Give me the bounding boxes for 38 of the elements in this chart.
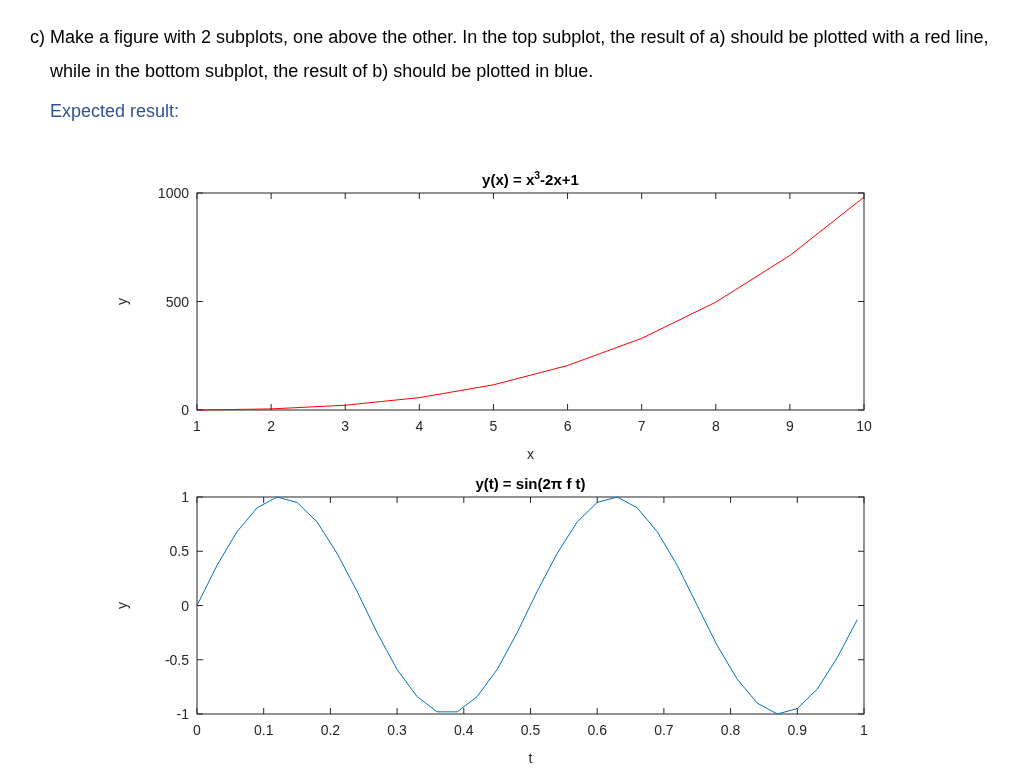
x-tick-label: 5 (489, 418, 498, 434)
y-tick-label: -0.5 (164, 651, 190, 668)
x-tick-label: 0 (193, 722, 202, 738)
y-axis-title: y (114, 602, 130, 609)
x-tick-label: 2 (267, 418, 276, 434)
chart-title: y(x) = x$^{3}$-2x+1 (482, 169, 579, 188)
x-tick-label: 7 (637, 418, 646, 434)
x-tick-label: 0.8 (720, 722, 741, 738)
y-tick-label: 500 (165, 293, 190, 310)
y-tick-label: -1 (176, 706, 190, 722)
x-axis-title: x (527, 446, 534, 462)
y-tick-label: 0.5 (169, 543, 190, 560)
x-tick-label: 1 (860, 722, 869, 738)
y-tick-label: 0 (181, 597, 190, 614)
text: Expected result: (49, 100, 181, 123)
x-tick-label: 10 (856, 418, 872, 434)
x-tick-label: 0.9 (787, 722, 808, 738)
y-axis-title: y (114, 298, 130, 305)
x-tick-label: 1 (193, 418, 202, 434)
x-tick-label: 8 (711, 418, 720, 434)
y-tick-label: 0 (181, 402, 190, 418)
x-tick-label: 0.7 (654, 722, 674, 738)
line-series (196, 496, 858, 715)
x-tick-label: 6 (563, 418, 572, 434)
x-tick-label: 0.3 (387, 722, 408, 738)
x-tick-label: 3 (341, 418, 350, 434)
x-axis-title: t (528, 750, 533, 766)
x-tick-label: 4 (415, 418, 424, 434)
y-tick-label: 1 (181, 489, 190, 505)
y-tick-label: 1000 (157, 185, 190, 201)
x-tick-label: 0.2 (320, 722, 341, 738)
x-tick-label: 0.1 (253, 722, 274, 738)
x-tick-label: 0.5 (520, 722, 541, 738)
x-tick-label: 0.4 (454, 722, 474, 738)
chart-title: y(t) = sin(2π f t) (475, 475, 586, 492)
x-tick-label: 0.6 (587, 722, 608, 738)
text: c) Make a figure with 2 subplots, one above the other. In the top subplot, the result of a) should be plotted with a red line, while in the bottom subplot, the result of b) should be plotted in blue. (30, 26, 990, 83)
x-tick-label: 9 (785, 418, 794, 434)
